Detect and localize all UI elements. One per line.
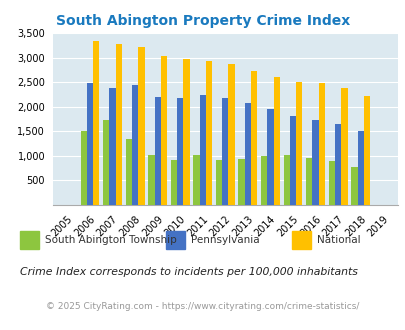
Bar — [215, 160, 222, 205]
Bar — [125, 139, 132, 205]
Bar — [238, 159, 244, 205]
Bar — [305, 158, 311, 205]
Bar — [132, 85, 138, 205]
Text: South Abington Township: South Abington Township — [45, 235, 176, 245]
Text: © 2025 CityRating.com - https://www.cityrating.com/crime-statistics/: © 2025 CityRating.com - https://www.city… — [46, 302, 359, 312]
Bar — [148, 154, 154, 205]
Text: National: National — [316, 235, 359, 245]
Bar — [199, 95, 205, 205]
Bar — [115, 44, 122, 205]
Bar — [273, 77, 279, 205]
Bar — [244, 103, 250, 205]
Bar — [283, 154, 289, 205]
Bar — [250, 71, 257, 205]
Bar — [228, 64, 234, 205]
Bar — [341, 88, 347, 205]
Bar — [266, 109, 273, 205]
Bar — [318, 83, 324, 205]
Bar — [289, 116, 295, 205]
Bar — [183, 59, 189, 205]
Bar — [177, 98, 183, 205]
Bar — [87, 83, 93, 205]
Bar — [93, 41, 99, 205]
Text: Crime Index corresponds to incidents per 100,000 inhabitants: Crime Index corresponds to incidents per… — [20, 267, 357, 277]
Bar — [311, 120, 318, 205]
Bar — [222, 98, 228, 205]
Bar — [154, 97, 160, 205]
Bar — [103, 120, 109, 205]
Bar — [363, 96, 369, 205]
Bar — [357, 131, 363, 205]
Bar — [80, 131, 87, 205]
Bar — [334, 124, 341, 205]
Bar — [138, 47, 144, 205]
Bar — [260, 155, 266, 205]
Bar — [109, 88, 115, 205]
Text: Pennsylvania: Pennsylvania — [190, 235, 259, 245]
Bar — [193, 154, 199, 205]
Bar — [160, 55, 167, 205]
Bar — [328, 161, 334, 205]
Bar — [295, 82, 302, 205]
Bar — [171, 160, 177, 205]
Bar — [350, 167, 357, 205]
Text: South Abington Property Crime Index: South Abington Property Crime Index — [56, 15, 349, 28]
Bar — [205, 61, 212, 205]
